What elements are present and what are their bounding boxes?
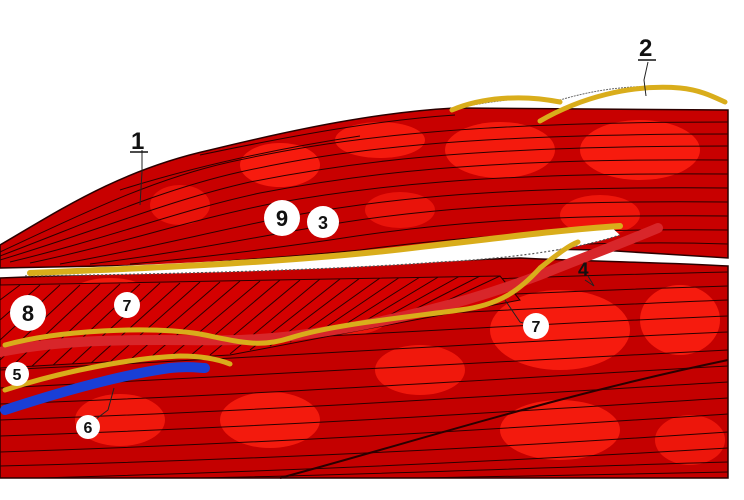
- vein-6: [0, 362, 210, 415]
- label-2: 2: [639, 35, 652, 62]
- nerve-3: [27, 223, 623, 276]
- leader-4: [584, 275, 595, 287]
- label-7b-group: 7: [523, 313, 549, 339]
- leader-6: [91, 387, 115, 423]
- superficial-nerve-segment-a: [449, 95, 563, 113]
- leader-1: [139, 150, 143, 206]
- label-9-group: 9: [264, 200, 300, 236]
- label-5-group: 5: [5, 362, 29, 386]
- label-6: 6: [84, 420, 93, 437]
- label-8-group: 8: [10, 295, 46, 331]
- label-9: 9: [276, 206, 288, 231]
- label-7a-group: 7: [114, 292, 140, 318]
- label-4: 4: [578, 260, 589, 281]
- label-5: 5: [13, 367, 22, 384]
- nerve-7: [2, 239, 581, 348]
- fascia-edge-lower: [24, 234, 621, 277]
- label-8: 8: [22, 301, 34, 326]
- nerve-5: [2, 353, 233, 393]
- superficial-nerve-segment-b: [537, 84, 728, 124]
- label-7a: 7: [123, 298, 132, 315]
- leader-2: [643, 61, 649, 97]
- label-7b: 7: [532, 319, 541, 336]
- label-3-group: 3: [307, 206, 339, 238]
- label-3: 3: [318, 213, 328, 233]
- label-6-group: 6: [76, 415, 100, 439]
- fascial-gap: [25, 226, 620, 276]
- label-1: 1: [131, 128, 144, 155]
